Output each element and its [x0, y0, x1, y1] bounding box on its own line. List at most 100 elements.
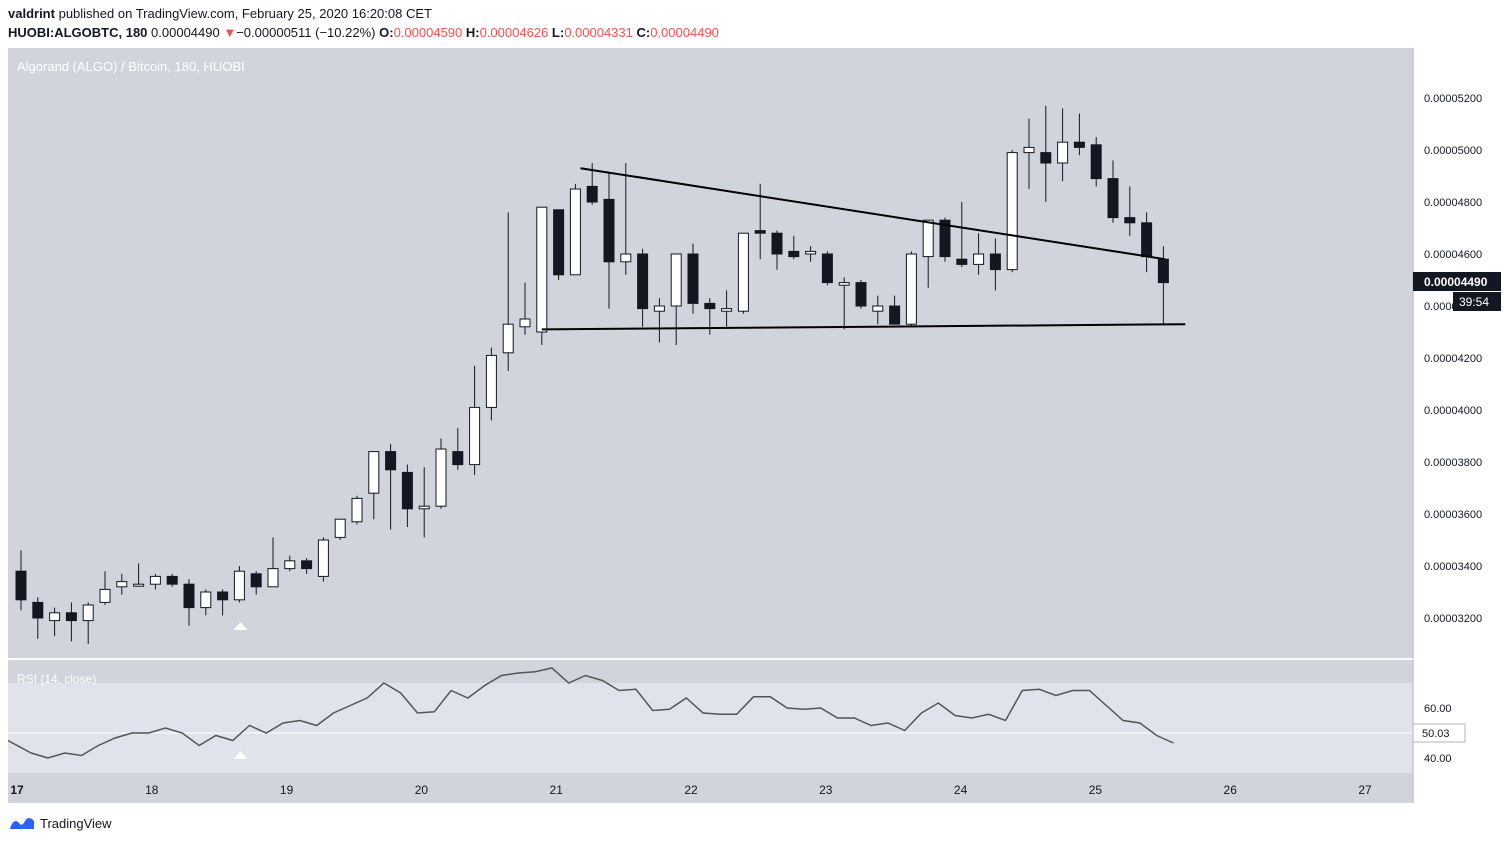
candle-up	[469, 406, 481, 466]
candle-down	[956, 258, 968, 265]
candle-down	[1124, 217, 1136, 224]
pane-title: Algorand (ALGO) / Bitcoin, 180, HUOBI	[17, 59, 245, 74]
candle-down	[401, 471, 413, 510]
rsi-band	[8, 683, 1413, 773]
candle-down	[989, 253, 1001, 271]
candle-up	[569, 188, 581, 276]
candle-up	[200, 591, 212, 609]
descending-resistance-line	[580, 167, 1166, 261]
candle-down	[32, 601, 44, 619]
rsi-value-badge: 50.03	[1412, 723, 1466, 743]
candle-down	[65, 612, 77, 622]
candle-down	[1090, 144, 1102, 180]
candle-down	[385, 451, 397, 471]
time-axis-ticks: 17 18 19 20 21 22 23 24 25 26 27	[10, 783, 1372, 797]
candle-down	[788, 250, 800, 258]
price-axis[interactable]	[1413, 48, 1508, 803]
candle-up	[737, 232, 749, 312]
time-tick-label: 27	[1358, 783, 1372, 797]
candle-up	[317, 539, 329, 577]
tradingview-logo-icon	[10, 818, 34, 829]
candle-down	[1040, 152, 1052, 164]
candle-up	[149, 575, 161, 585]
high-label: H:	[465, 25, 480, 40]
candle-down	[166, 575, 178, 585]
last-price-badge: 0.00004490	[1413, 272, 1501, 291]
up-triangle-marker	[233, 622, 248, 630]
candle-down	[821, 253, 833, 284]
candle-up	[368, 451, 380, 494]
ohlc-legend: HUOBI:ALGOBTC, 180 0.00004490 ▼−0.000005…	[8, 25, 719, 40]
author-name[interactable]: valdrint	[8, 6, 55, 21]
time-tick-label: 26	[1224, 783, 1238, 797]
low-label: L:	[551, 25, 565, 40]
candle-down	[15, 570, 27, 601]
candle-down	[603, 198, 615, 263]
candle-down	[637, 253, 649, 310]
candle-down	[1107, 178, 1119, 219]
published-text: published on TradingView.com, February 2…	[58, 6, 432, 21]
candle-up	[418, 505, 430, 510]
rsi-value-badge-text: 50.03	[1422, 728, 1450, 740]
time-tick-label: 18	[145, 783, 159, 797]
rsi-tick-label: 40.00	[1424, 753, 1452, 765]
candle-down	[217, 591, 229, 601]
candle-down	[553, 209, 565, 276]
price-tick-label: 0.00004200	[1424, 353, 1482, 365]
candle-up	[620, 253, 632, 263]
rsi-line	[8, 667, 1174, 759]
candle-up	[1006, 152, 1018, 271]
time-axis[interactable]	[8, 773, 1413, 803]
time-tick-label: 24	[954, 783, 968, 797]
last-price-badge-text: 0.00004490	[1424, 275, 1488, 289]
countdown-badge: 39:54	[1453, 292, 1501, 311]
time-tick-label: 25	[1089, 783, 1103, 797]
close-value: 0.00004490	[650, 25, 719, 40]
candle-up	[872, 305, 884, 312]
candle-down	[1157, 258, 1169, 284]
last-price: 0.00004490	[151, 25, 220, 40]
candle-up	[1023, 146, 1035, 154]
candle-up	[116, 581, 128, 588]
candle-down	[704, 302, 716, 310]
candle-up	[485, 354, 497, 408]
candle-up	[435, 448, 447, 507]
candle-up	[233, 570, 245, 601]
rsi-line-group	[8, 667, 1174, 759]
candle-down	[1141, 222, 1153, 258]
candle-up	[805, 250, 817, 255]
price-tick-label: 0.00003800	[1424, 457, 1482, 469]
change-arrow-icon: ▼	[223, 25, 237, 40]
price-pane[interactable]	[8, 48, 1413, 658]
time-tick-label: 19	[280, 783, 294, 797]
countdown-badge-text: 39:54	[1459, 295, 1489, 309]
candle-up	[351, 497, 363, 523]
candle-up	[99, 588, 111, 603]
close-label: C:	[636, 25, 651, 40]
candle-up	[922, 219, 934, 258]
rsi-title: RSI (14, close)	[17, 672, 96, 686]
candle-down	[754, 230, 766, 234]
price-tick-label: 0.00005200	[1424, 93, 1482, 105]
up-triangle-marker	[233, 751, 248, 759]
candle-up	[838, 282, 850, 286]
candle-up	[502, 323, 514, 354]
publisher-line: valdrint published on TradingView.com, F…	[8, 6, 432, 21]
candle-down	[301, 560, 313, 570]
candle-up	[519, 318, 531, 328]
tradingview-logo[interactable]: TradingView	[8, 815, 112, 831]
candle-down	[687, 253, 699, 304]
candle-up	[334, 518, 346, 538]
candles-group	[15, 105, 1169, 644]
candle-down	[250, 573, 262, 588]
tradingview-brand-text: TradingView	[40, 815, 112, 831]
time-tick-label: 20	[415, 783, 429, 797]
candle-up	[973, 253, 985, 265]
price-tick-label: 0.00003400	[1424, 561, 1482, 573]
time-tick-label: 17	[10, 783, 24, 797]
candle-up	[721, 308, 733, 312]
price-tick-label: 0.00004800	[1424, 197, 1482, 209]
candle-down	[771, 232, 783, 255]
open-label: O:	[379, 25, 394, 40]
